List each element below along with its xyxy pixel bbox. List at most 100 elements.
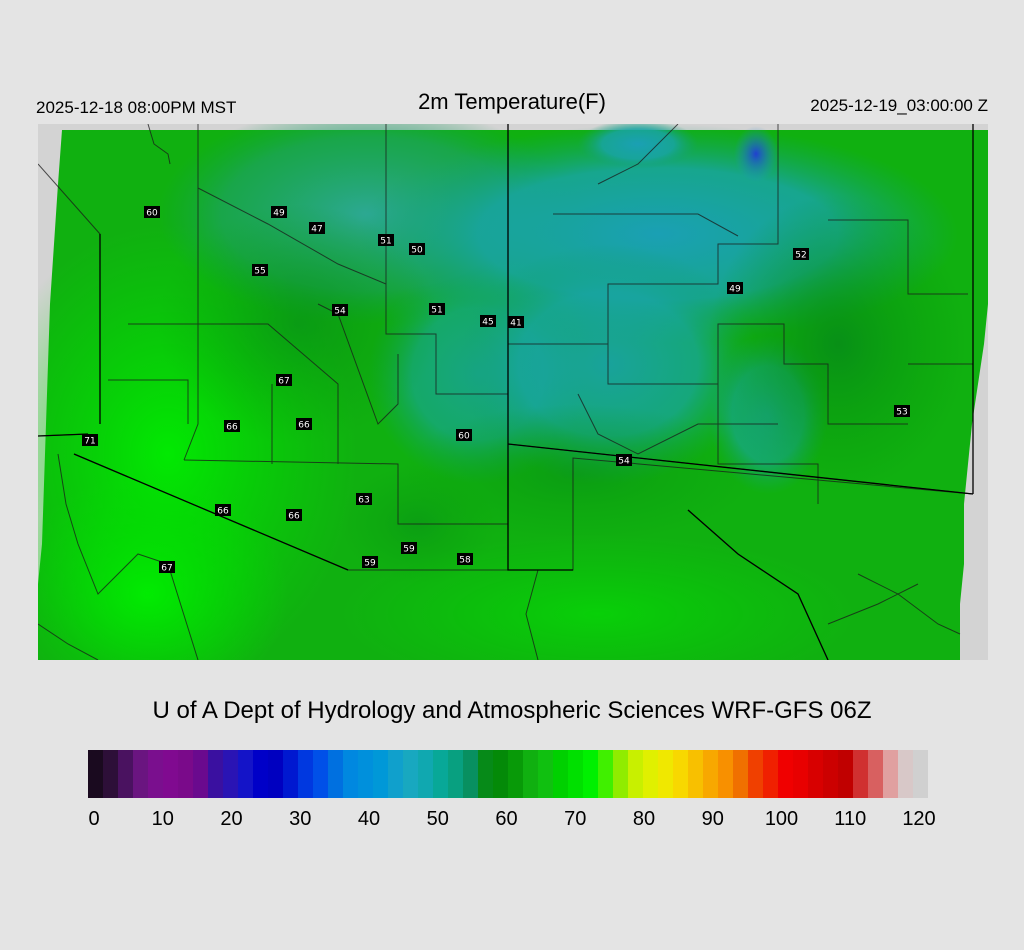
colorbar-segment bbox=[373, 750, 388, 798]
colorbar-segment bbox=[523, 750, 538, 798]
colorbar-segment bbox=[268, 750, 283, 798]
station-obs-label: 66 bbox=[298, 421, 310, 431]
colorbar-segment bbox=[628, 750, 643, 798]
valid-time-label: 2025-12-19_03:00:00 Z bbox=[810, 96, 988, 115]
model-credit: U of A Dept of Hydrology and Atmospheric… bbox=[152, 697, 872, 724]
station-obs-label: 55 bbox=[254, 267, 265, 277]
colorbar-segment bbox=[688, 750, 703, 798]
station-obs: 49 bbox=[271, 206, 287, 219]
station-obs: 66 bbox=[286, 509, 302, 522]
colorbar-segment bbox=[643, 750, 658, 798]
colorbar-segment bbox=[883, 750, 898, 798]
station-obs: 54 bbox=[616, 454, 632, 467]
colorbar-ticks: 0 10 20 30 40 50 60 70 80 90 100 110 120 bbox=[0, 808, 1024, 838]
station-obs: 47 bbox=[309, 222, 325, 235]
station-obs: 58 bbox=[457, 553, 473, 566]
station-obs-label: 49 bbox=[273, 209, 285, 219]
station-obs: 41 bbox=[508, 316, 524, 329]
colorbar-tick-label: 0 bbox=[88, 808, 100, 830]
colorbar-tick-label: 90 bbox=[701, 808, 724, 830]
station-observations: 60 49 47 51 50 55 54 51 45 41 52 49 67 6… bbox=[82, 206, 910, 574]
station-obs-label: 58 bbox=[459, 556, 471, 566]
colorbar-tick-label: 60 bbox=[495, 808, 518, 830]
station-obs-label: 60 bbox=[458, 432, 470, 442]
colorbar-segment bbox=[433, 750, 448, 798]
colorbar-segment bbox=[718, 750, 733, 798]
station-obs: 49 bbox=[727, 282, 743, 295]
colorbar-tick-label: 120 bbox=[902, 808, 936, 830]
colorbar-segment bbox=[703, 750, 718, 798]
station-obs: 71 bbox=[82, 434, 98, 447]
station-obs: 59 bbox=[401, 542, 417, 555]
colorbar-tick-label: 80 bbox=[632, 808, 656, 830]
station-obs-label: 53 bbox=[896, 408, 907, 418]
station-obs-label: 66 bbox=[226, 423, 238, 433]
station-obs: 66 bbox=[224, 420, 240, 433]
colorbar-segment bbox=[808, 750, 823, 798]
map-title: 2m Temperature(F) bbox=[418, 89, 606, 114]
station-obs-label: 59 bbox=[364, 559, 376, 569]
colorbar-tick-label: 20 bbox=[220, 808, 243, 830]
local-time-label: 2025-12-18 08:00PM MST bbox=[36, 98, 237, 117]
colorbar-segment bbox=[88, 750, 103, 798]
colorbar-segment bbox=[118, 750, 133, 798]
colorbar-tick-label: 100 bbox=[764, 808, 799, 830]
colorbar-segment bbox=[733, 750, 748, 798]
colorbar-segment bbox=[763, 750, 778, 798]
colorbar-segment bbox=[343, 750, 358, 798]
colorbar-tick-label: 70 bbox=[564, 808, 587, 830]
colorbar-segment bbox=[613, 750, 628, 798]
colorbar-segment bbox=[313, 750, 328, 798]
colorbar-segment bbox=[403, 750, 418, 798]
colorbar-segment bbox=[838, 750, 853, 798]
colorbar-segment bbox=[823, 750, 838, 798]
colorbar-segment bbox=[253, 750, 268, 798]
station-obs-label: 59 bbox=[403, 545, 415, 555]
temperature-map-canvas: 60 49 47 51 50 55 54 51 45 41 52 49 67 6… bbox=[38, 124, 988, 660]
station-obs-label: 71 bbox=[84, 437, 95, 447]
station-obs: 52 bbox=[793, 248, 809, 261]
station-obs-label: 47 bbox=[311, 225, 322, 235]
station-obs-label: 45 bbox=[482, 318, 493, 328]
colorbar-segment bbox=[598, 750, 613, 798]
station-obs-label: 41 bbox=[510, 319, 521, 329]
station-obs: 59 bbox=[362, 556, 378, 569]
station-obs: 66 bbox=[296, 418, 312, 431]
station-obs: 67 bbox=[159, 561, 175, 574]
colorbar-segment bbox=[418, 750, 433, 798]
station-obs: 60 bbox=[144, 206, 160, 219]
station-obs: 66 bbox=[215, 504, 231, 517]
colorbar-segment bbox=[208, 750, 223, 798]
colorbar-tick-label: 10 bbox=[151, 808, 174, 830]
colorbar-tick-label: 50 bbox=[426, 808, 449, 830]
colorbar-segment bbox=[163, 750, 178, 798]
station-obs-label: 54 bbox=[334, 307, 346, 317]
station-obs-label: 49 bbox=[729, 285, 741, 295]
colorbar-segment bbox=[358, 750, 373, 798]
colorbar-segment bbox=[778, 750, 793, 798]
colorbar-segment bbox=[898, 750, 913, 798]
station-obs-label: 67 bbox=[161, 564, 172, 574]
colorbar-segment bbox=[448, 750, 463, 798]
station-obs-label: 50 bbox=[411, 246, 423, 256]
colorbar-tick-label: 30 bbox=[289, 808, 312, 830]
colorbar-segment bbox=[193, 750, 208, 798]
station-obs: 63 bbox=[356, 493, 372, 506]
station-obs: 60 bbox=[456, 429, 472, 442]
colorbar-segment bbox=[673, 750, 688, 798]
station-obs-label: 52 bbox=[795, 251, 806, 261]
colorbar-segment bbox=[553, 750, 568, 798]
station-obs-label: 51 bbox=[431, 306, 442, 316]
colorbar-segment bbox=[913, 750, 928, 798]
colorbar-segment bbox=[178, 750, 193, 798]
colorbar-segment bbox=[793, 750, 808, 798]
station-obs-label: 67 bbox=[278, 377, 289, 387]
colorbar-segment bbox=[583, 750, 598, 798]
colorbar-segment bbox=[103, 750, 118, 798]
colorbar-segment bbox=[493, 750, 508, 798]
colorbar-segment bbox=[133, 750, 148, 798]
station-obs-label: 66 bbox=[288, 512, 300, 522]
colorbar-segment bbox=[538, 750, 553, 798]
station-obs: 50 bbox=[409, 243, 425, 256]
colorbar-segment bbox=[388, 750, 403, 798]
